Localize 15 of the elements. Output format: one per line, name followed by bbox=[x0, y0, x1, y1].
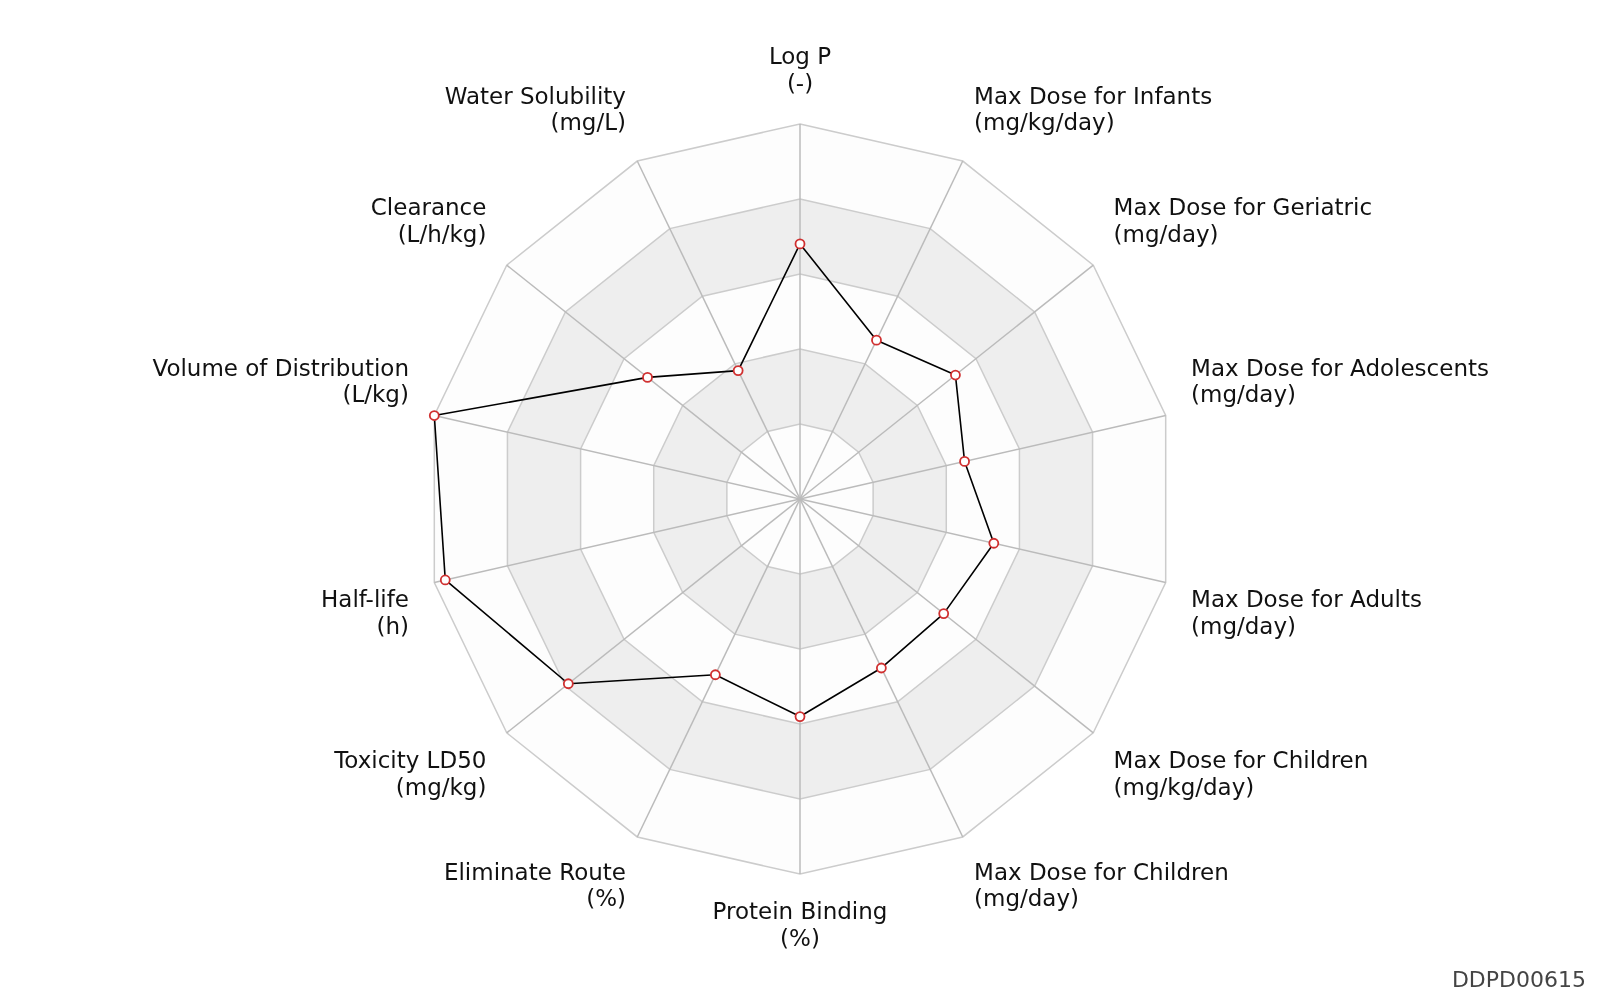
spoke-label: Max Dose for Adolescents (mg/day) bbox=[1191, 355, 1489, 408]
spoke-label: Toxicity LD50 (mg/kg) bbox=[333, 747, 487, 800]
spoke-label: Max Dose for Children (mg/kg/day) bbox=[1113, 747, 1369, 800]
spoke-label: Water Solubility (mg/L) bbox=[444, 82, 626, 136]
spoke-label: Max Dose for Infants (mg/kg/day) bbox=[974, 82, 1213, 136]
spoke-label: Volume of Distribution (L/kg) bbox=[152, 355, 409, 408]
spoke-label: Clearance (L/h/kg) bbox=[370, 194, 487, 247]
text: DDPD00615 bbox=[1451, 967, 1586, 992]
spoke-label: Protein Binding (%) bbox=[712, 898, 888, 951]
spoke-label: Half-life (h) bbox=[321, 586, 409, 639]
spoke-label: Log P (-) bbox=[768, 43, 832, 96]
spoke-label: Max Dose for Adults (mg/day) bbox=[1191, 586, 1422, 639]
spoke-label: Eliminate Route (%) bbox=[443, 858, 626, 912]
spoke-label: Max Dose for Children (mg/day) bbox=[974, 858, 1229, 912]
spoke-label: Max Dose for Geriatric (mg/day) bbox=[1113, 194, 1373, 247]
